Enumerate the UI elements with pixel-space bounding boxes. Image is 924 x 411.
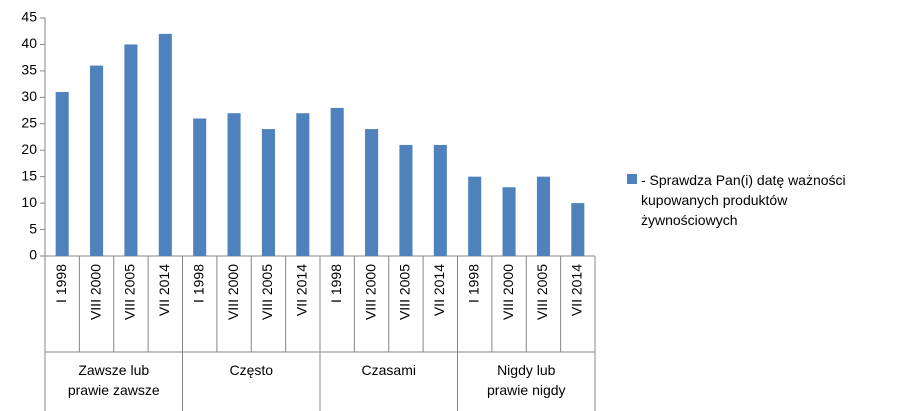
x-tick-label: I 1998: [190, 264, 206, 303]
x-tick-label: VIII 2005: [534, 264, 550, 320]
x-tick-label: VII 2014: [294, 264, 310, 316]
legend-swatch: [627, 174, 637, 184]
x-tick-label: VIII 2005: [122, 264, 138, 320]
bar: [296, 113, 310, 256]
bar: [433, 144, 447, 256]
x-tick-label: VII 2014: [431, 264, 447, 316]
y-tick-label: 40: [21, 35, 37, 51]
y-tick-label: 0: [29, 247, 37, 263]
y-tick-label: 10: [21, 194, 37, 210]
y-tick-label: 15: [21, 167, 37, 183]
bar: [124, 44, 138, 256]
bar: [330, 107, 344, 257]
bar: [261, 129, 275, 256]
category-group-label: Często: [229, 362, 274, 378]
x-tick-label: VIII 2000: [87, 264, 103, 320]
bar: [90, 65, 104, 256]
category-group-label: Zawsze lub prawie zawsze: [67, 362, 160, 398]
bar: [158, 33, 172, 256]
bar: [193, 118, 207, 256]
bar: [468, 176, 482, 256]
x-tick-label: VII 2014: [569, 264, 585, 316]
x-tick-label: VIII 2005: [397, 264, 413, 320]
x-tick-label: VIII 2005: [259, 264, 275, 320]
y-tick-label: 30: [21, 88, 37, 104]
y-tick-label: 45: [21, 9, 37, 25]
x-tick-label: I 1998: [328, 264, 344, 303]
x-tick-label: I 1998: [465, 264, 481, 303]
bar: [502, 187, 516, 256]
y-tick-label: 35: [21, 62, 37, 78]
x-tick-label: VIII 2000: [500, 264, 516, 320]
y-tick-label: 20: [21, 141, 37, 157]
x-tick-label: VIII 2000: [362, 264, 378, 320]
legend-label: - Sprawdza Pan(i) datę ważności kupowany…: [641, 172, 846, 228]
category-group-label: Nigdy lub prawie nigdy: [486, 362, 566, 398]
y-tick-label: 25: [21, 114, 37, 130]
bar: [571, 203, 585, 256]
bar: [536, 176, 550, 256]
bar: [365, 129, 379, 256]
x-tick-label: VII 2014: [156, 264, 172, 316]
x-tick-label: VIII 2000: [225, 264, 241, 320]
bar: [55, 92, 69, 257]
y-tick-label: 5: [29, 220, 37, 236]
bar: [399, 144, 413, 256]
category-group-label: Czasami: [361, 362, 416, 378]
bar: [227, 113, 241, 256]
x-tick-label: I 1998: [53, 264, 69, 303]
